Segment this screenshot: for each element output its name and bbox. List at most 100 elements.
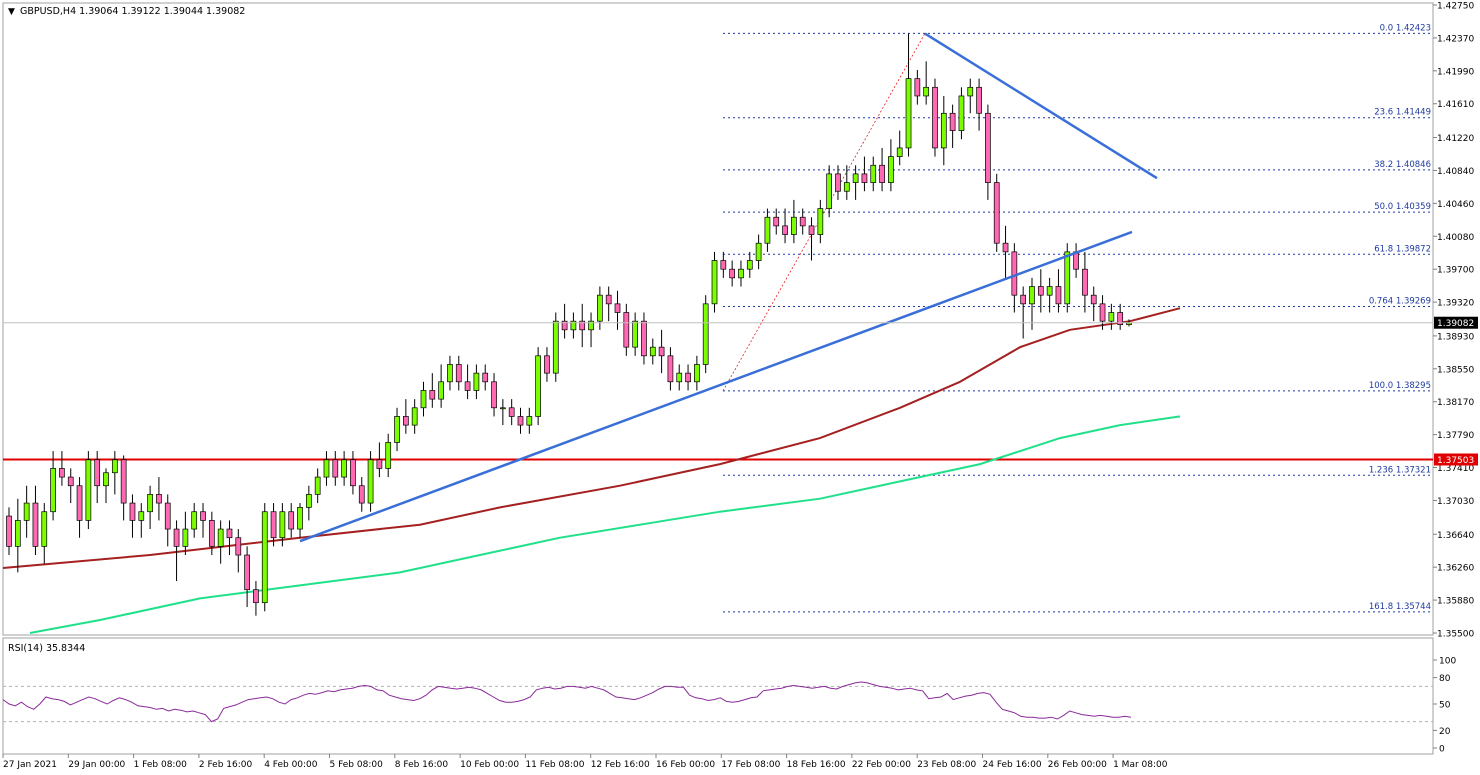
bearish-candle-body xyxy=(235,537,242,556)
bullish-candle-body xyxy=(746,260,753,270)
time-tick-label: 4 Feb 00:00 xyxy=(264,760,318,770)
bearish-candle-body xyxy=(605,294,612,305)
bullish-candle-body xyxy=(500,407,506,410)
candle xyxy=(358,477,365,512)
candle xyxy=(561,303,568,339)
candle xyxy=(1117,303,1124,330)
candle xyxy=(614,290,621,330)
rsi-tick-label: 50 xyxy=(1439,701,1451,711)
bearish-candle-body xyxy=(1020,294,1027,305)
candle xyxy=(958,87,965,140)
bearish-candle-body xyxy=(164,502,171,530)
candle xyxy=(517,407,524,434)
bullish-candle-body xyxy=(1046,286,1053,296)
bullish-candle-body xyxy=(676,372,683,383)
fib-level-label: 38.2 1.40846 xyxy=(1374,160,1431,170)
candle xyxy=(455,355,462,391)
bullish-candle-body xyxy=(1108,312,1115,322)
candle xyxy=(200,503,206,538)
candle xyxy=(667,347,674,391)
moving-averages xyxy=(2,307,1181,634)
candle xyxy=(967,78,974,114)
candle xyxy=(1064,243,1071,313)
candle xyxy=(385,433,392,478)
candle xyxy=(288,503,295,538)
rsi-tick-label: 20 xyxy=(1439,727,1451,737)
time-tick-label: 24 Feb 16:00 xyxy=(983,760,1042,770)
support-price-label: 1.37503 xyxy=(1437,456,1474,466)
candle xyxy=(129,494,136,538)
bearish-candle-body xyxy=(641,320,647,357)
candle xyxy=(993,173,1000,252)
bullish-candle-body xyxy=(896,147,903,157)
bullish-candle-body xyxy=(905,78,912,149)
trendlines xyxy=(299,32,1158,543)
candle xyxy=(147,485,153,530)
fib-level-label: 1.236 1.37321 xyxy=(1369,465,1431,475)
support-price-box xyxy=(1434,453,1478,466)
candle xyxy=(103,468,109,504)
bearish-candle-body xyxy=(932,86,938,149)
bullish-candle-body xyxy=(958,95,965,131)
candle xyxy=(843,165,850,200)
bullish-candle-body xyxy=(385,442,392,469)
candle xyxy=(852,165,859,200)
price-axis: 1.42750 1.42370 1.41990 1.41610 1.41220 1.408… xyxy=(1433,2,1474,640)
bullish-candle-body xyxy=(940,112,947,149)
fib-level-label: 0.0 1.42423 xyxy=(1380,23,1431,33)
bullish-candle-body xyxy=(138,511,145,521)
price-tick-label: 1.42750 xyxy=(1437,2,1474,12)
rsi-tick-label: 100 xyxy=(1439,657,1456,667)
candle xyxy=(482,364,489,391)
bullish-candle-body xyxy=(694,364,700,383)
candle xyxy=(914,69,921,105)
bullish-candle-body xyxy=(41,511,48,547)
bearish-candle-body xyxy=(685,372,691,383)
bearish-candle-body xyxy=(1082,268,1088,296)
candle xyxy=(350,451,356,495)
price-tick-label: 1.41990 xyxy=(1437,67,1474,77)
bearish-candle-body xyxy=(861,173,868,183)
time-tick-label: 12 Feb 16:00 xyxy=(591,760,650,770)
candle xyxy=(861,156,868,192)
candle xyxy=(270,503,277,547)
bullish-candle-body xyxy=(85,459,92,521)
bearish-candle-body xyxy=(579,320,586,331)
bullish-candle-body xyxy=(297,507,303,530)
bearish-candle-body xyxy=(993,182,1000,244)
candle xyxy=(464,364,471,400)
bearish-candle-body xyxy=(561,320,568,331)
bullish-candle-body xyxy=(923,86,930,97)
bullish-candle-body xyxy=(367,459,374,504)
candle xyxy=(156,477,162,521)
bullish-candle-body xyxy=(711,260,718,305)
price-tick-label: 1.40840 xyxy=(1437,167,1474,177)
bearish-candle-body xyxy=(76,485,83,521)
candle xyxy=(261,503,268,612)
fib-level-label: 50.0 1.40359 xyxy=(1374,202,1431,212)
candle xyxy=(1029,277,1035,330)
candle xyxy=(694,355,700,391)
candle xyxy=(138,503,145,538)
bullish-candle-body xyxy=(147,494,153,513)
candle xyxy=(323,451,330,486)
price-tick-label: 1.42370 xyxy=(1437,34,1474,44)
candle xyxy=(905,33,912,157)
candle xyxy=(32,485,39,556)
bearish-candle-body xyxy=(614,303,621,313)
bearish-candle-body xyxy=(253,589,259,604)
price-tick-label: 1.39700 xyxy=(1437,266,1474,276)
bearish-candle-body xyxy=(720,260,727,270)
candle xyxy=(588,312,594,348)
bullish-candle-body xyxy=(852,173,859,183)
bullish-candle-body xyxy=(967,86,974,97)
candle xyxy=(23,485,30,538)
candle xyxy=(341,451,347,486)
bearish-candle-body xyxy=(491,381,497,409)
time-tick-label: 2 Feb 16:00 xyxy=(199,760,253,770)
bearish-candle-body xyxy=(6,515,12,547)
bearish-candle-body xyxy=(667,355,674,383)
candle xyxy=(429,373,436,408)
candle xyxy=(605,286,612,322)
bearish-candle-body xyxy=(59,468,65,478)
